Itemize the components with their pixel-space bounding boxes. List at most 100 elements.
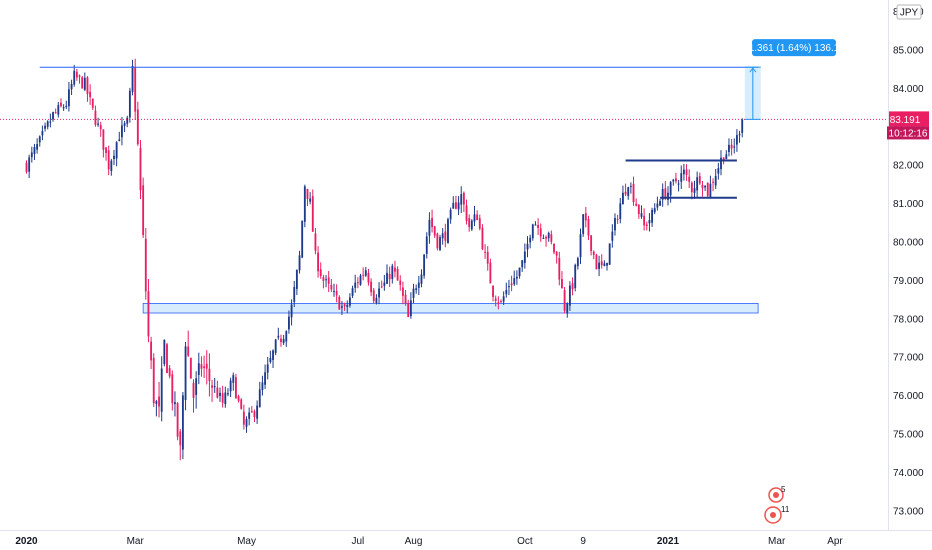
candle-body bbox=[150, 341, 153, 361]
candle-body bbox=[237, 396, 240, 401]
support-zone-rect[interactable] bbox=[142, 303, 759, 314]
candle-body bbox=[629, 185, 632, 187]
candle-body bbox=[566, 303, 569, 314]
candle-body bbox=[221, 393, 224, 403]
candle-body bbox=[319, 269, 322, 277]
candle-body bbox=[534, 224, 537, 226]
candle-body bbox=[632, 183, 635, 203]
event-marker-icon[interactable] bbox=[768, 487, 784, 503]
event-marker-icon[interactable] bbox=[764, 506, 782, 524]
candle-body bbox=[242, 411, 245, 425]
candle-body bbox=[187, 346, 190, 356]
event-marker-count: 5 bbox=[781, 485, 786, 494]
candle-body bbox=[181, 395, 184, 450]
candle-body bbox=[253, 411, 256, 418]
currency-unit-badge[interactable]: JPY bbox=[896, 4, 922, 20]
candle-body bbox=[574, 264, 577, 289]
candle-body bbox=[614, 218, 616, 231]
candle-body bbox=[709, 183, 712, 198]
candle-body bbox=[142, 185, 145, 236]
candle-body bbox=[266, 364, 269, 373]
candle-body bbox=[399, 280, 402, 285]
candle-body bbox=[245, 419, 248, 427]
price-axis-tick-label: 78.000 bbox=[893, 314, 924, 325]
candle-body bbox=[627, 187, 630, 197]
candle-body bbox=[232, 375, 235, 383]
candle-body bbox=[234, 377, 237, 399]
earnings-event-markers[interactable]: 5 11 bbox=[764, 485, 790, 524]
candle-body bbox=[166, 344, 168, 374]
candle-body bbox=[621, 192, 624, 205]
candle-body bbox=[256, 405, 259, 419]
candle-body bbox=[67, 89, 70, 107]
candle-body bbox=[712, 181, 714, 183]
candle-body bbox=[144, 238, 147, 292]
candle-body bbox=[49, 121, 52, 123]
candle-body bbox=[28, 157, 31, 172]
candle-body bbox=[290, 304, 293, 318]
candle-body bbox=[126, 117, 129, 124]
candle-body bbox=[383, 282, 386, 286]
candle-body bbox=[545, 236, 547, 239]
candle-body bbox=[735, 135, 738, 145]
candle-body bbox=[497, 302, 500, 304]
candle-body bbox=[274, 339, 277, 353]
candle-body bbox=[250, 411, 253, 413]
candle-body bbox=[677, 183, 680, 185]
candle-body bbox=[423, 254, 426, 276]
candle-body bbox=[333, 290, 335, 292]
time-axis-tick-label: 9 bbox=[580, 536, 586, 547]
candle-body bbox=[619, 203, 622, 220]
candle-body bbox=[136, 109, 139, 145]
candle-body bbox=[415, 288, 418, 291]
candle-body bbox=[314, 233, 317, 251]
candle-body bbox=[698, 175, 701, 184]
candle-body bbox=[44, 125, 46, 129]
candle-body bbox=[229, 380, 232, 392]
candle-body bbox=[205, 363, 208, 369]
candle-body bbox=[60, 102, 62, 107]
price-axis-tick-label: 75.000 bbox=[893, 429, 924, 440]
candle-body bbox=[693, 188, 696, 193]
candle-body bbox=[394, 267, 396, 272]
candle-body bbox=[118, 139, 121, 142]
candle-body bbox=[542, 237, 545, 239]
candle-body bbox=[688, 176, 691, 182]
candle-body bbox=[325, 279, 327, 281]
candle-body bbox=[664, 188, 667, 200]
candle-body bbox=[203, 366, 206, 368]
price-range-measure-label: 1.361 (1.64%) 136.1 bbox=[749, 39, 840, 57]
candle-body bbox=[83, 77, 86, 90]
candle-body bbox=[282, 338, 285, 344]
candle-body bbox=[107, 150, 110, 170]
candle-body bbox=[661, 188, 664, 200]
candle-body bbox=[505, 289, 508, 295]
candle-body bbox=[195, 378, 198, 395]
event-marker-count: 11 bbox=[781, 505, 790, 514]
candle-body bbox=[391, 265, 394, 280]
candle-body bbox=[208, 368, 211, 381]
candle-body bbox=[484, 251, 487, 253]
candle-body bbox=[346, 304, 349, 307]
candle-body bbox=[261, 382, 264, 390]
candle-body bbox=[669, 182, 672, 196]
candle-body bbox=[508, 286, 510, 288]
time-axis-tick-label: 2020 bbox=[15, 536, 38, 547]
candle-body bbox=[449, 209, 452, 220]
candle-body bbox=[370, 281, 373, 293]
candle-body bbox=[38, 136, 41, 143]
candle-body bbox=[317, 252, 320, 272]
price-axis-tick-label: 77.000 bbox=[893, 353, 924, 364]
candle-body bbox=[526, 243, 529, 250]
candle-body bbox=[158, 396, 160, 407]
candle-body bbox=[311, 196, 314, 232]
candle-body bbox=[478, 218, 481, 229]
candle-body bbox=[733, 146, 736, 148]
candle-body bbox=[65, 105, 68, 108]
candle-body bbox=[372, 290, 375, 302]
candle-body bbox=[248, 412, 251, 419]
candle-body bbox=[561, 279, 563, 289]
candle-body bbox=[192, 383, 195, 398]
